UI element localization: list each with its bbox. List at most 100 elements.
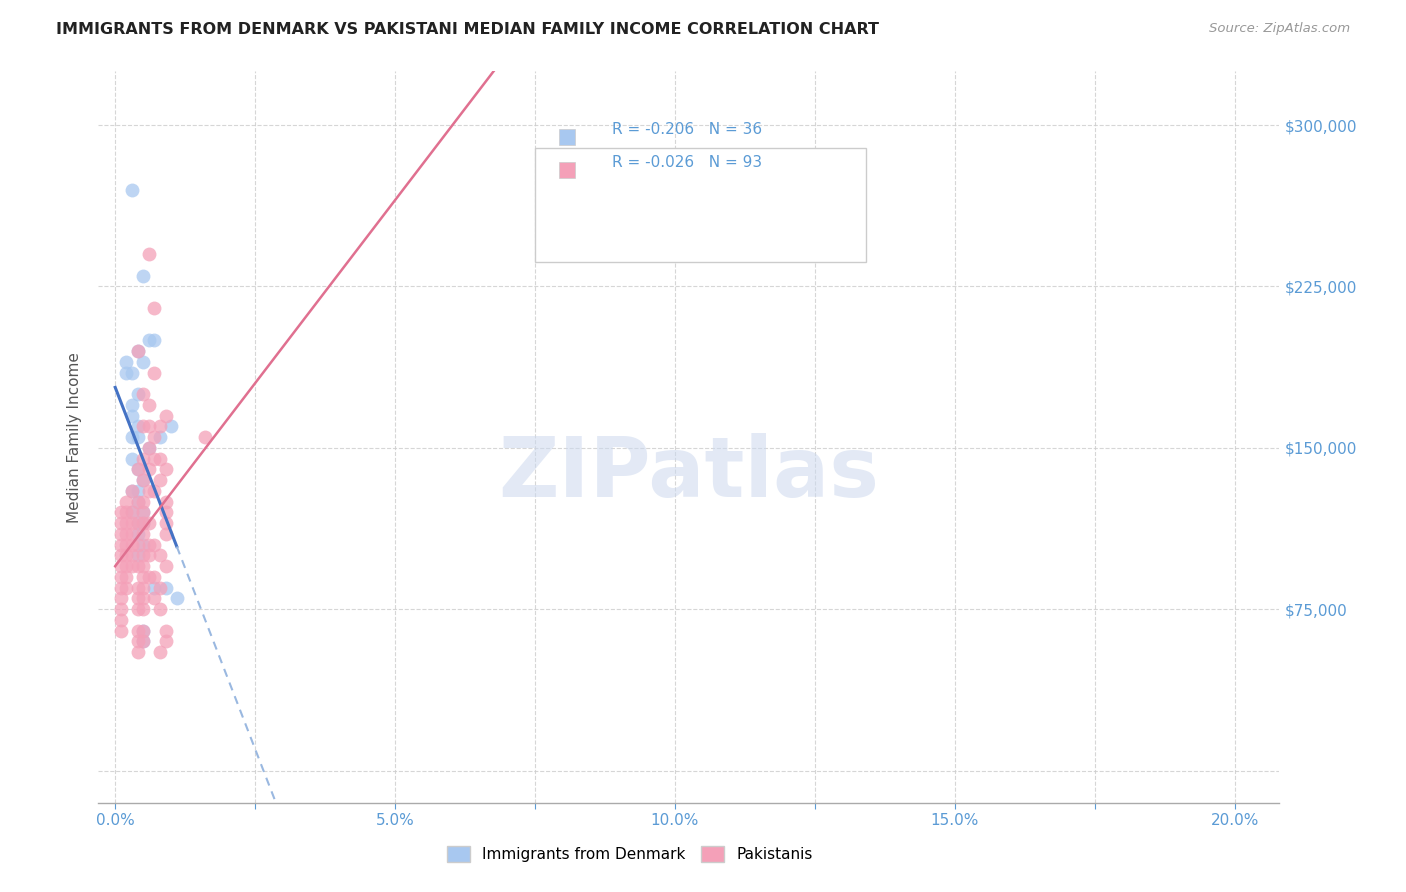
- Point: [132, 634, 155, 648]
- Point: [138, 462, 160, 476]
- Point: [110, 549, 132, 563]
- Point: [121, 549, 143, 563]
- Point: [110, 538, 132, 552]
- Point: [132, 591, 155, 606]
- Point: [143, 333, 166, 347]
- Text: R = -0.206   N = 36: R = -0.206 N = 36: [612, 122, 762, 137]
- Point: [127, 344, 149, 359]
- Point: [127, 494, 149, 508]
- Point: [132, 387, 155, 401]
- Point: [155, 516, 177, 530]
- Point: [127, 516, 149, 530]
- Point: [121, 483, 143, 498]
- Point: [149, 581, 172, 595]
- Point: [121, 409, 143, 423]
- Point: [138, 441, 160, 455]
- Point: [127, 559, 149, 574]
- Point: [121, 430, 143, 444]
- Point: [121, 538, 143, 552]
- Point: [143, 570, 166, 584]
- Point: [138, 441, 160, 455]
- Point: [155, 494, 177, 508]
- Point: [155, 624, 177, 638]
- Point: [121, 505, 143, 519]
- Point: [155, 505, 177, 519]
- Point: [127, 527, 149, 541]
- Text: R = -0.026   N = 93: R = -0.026 N = 93: [612, 155, 762, 170]
- Point: [127, 645, 149, 659]
- Point: [149, 451, 172, 466]
- Point: [132, 505, 155, 519]
- Point: [143, 430, 166, 444]
- Point: [121, 183, 143, 197]
- Point: [115, 355, 138, 369]
- Point: [138, 333, 160, 347]
- Point: [127, 549, 149, 563]
- Point: [143, 301, 166, 315]
- Point: [110, 570, 132, 584]
- Point: [155, 527, 177, 541]
- Point: [132, 549, 155, 563]
- Point: [138, 570, 160, 584]
- FancyBboxPatch shape: [536, 148, 866, 261]
- Point: [155, 581, 177, 595]
- Point: [127, 538, 149, 552]
- Point: [132, 355, 155, 369]
- Point: [149, 473, 172, 487]
- Point: [132, 602, 155, 616]
- Point: [115, 527, 138, 541]
- Point: [127, 430, 149, 444]
- Point: [115, 581, 138, 595]
- Point: [149, 549, 172, 563]
- Point: [138, 419, 160, 434]
- Point: [143, 483, 166, 498]
- Point: [115, 570, 138, 584]
- Point: [149, 602, 172, 616]
- Point: [138, 398, 160, 412]
- Point: [132, 516, 155, 530]
- Point: [115, 505, 138, 519]
- Point: [127, 387, 149, 401]
- Point: [149, 430, 172, 444]
- Text: Source: ZipAtlas.com: Source: ZipAtlas.com: [1209, 22, 1350, 36]
- Point: [121, 559, 143, 574]
- Legend: Immigrants from Denmark, Pakistanis: Immigrants from Denmark, Pakistanis: [441, 840, 818, 868]
- Point: [115, 559, 138, 574]
- Point: [155, 409, 177, 423]
- Point: [110, 624, 132, 638]
- Point: [121, 505, 143, 519]
- Point: [132, 570, 155, 584]
- Point: [121, 366, 143, 380]
- Point: [110, 581, 132, 595]
- Text: ZIPatlas: ZIPatlas: [499, 434, 879, 514]
- Point: [138, 549, 160, 563]
- Point: [132, 268, 155, 283]
- Y-axis label: Median Family Income: Median Family Income: [67, 351, 83, 523]
- Point: [115, 516, 138, 530]
- Point: [127, 624, 149, 638]
- Point: [194, 430, 217, 444]
- Point: [132, 624, 155, 638]
- Point: [143, 366, 166, 380]
- Point: [121, 527, 143, 541]
- Point: [110, 613, 132, 627]
- Point: [115, 494, 138, 508]
- Point: [121, 398, 143, 412]
- Point: [155, 462, 177, 476]
- Point: [149, 645, 172, 659]
- Point: [127, 483, 149, 498]
- Point: [132, 538, 155, 552]
- Point: [132, 634, 155, 648]
- Point: [132, 419, 155, 434]
- Point: [138, 538, 160, 552]
- Point: [143, 591, 166, 606]
- Text: IMMIGRANTS FROM DENMARK VS PAKISTANI MEDIAN FAMILY INCOME CORRELATION CHART: IMMIGRANTS FROM DENMARK VS PAKISTANI MED…: [56, 22, 879, 37]
- Point: [132, 581, 155, 595]
- Point: [138, 516, 160, 530]
- Point: [127, 462, 149, 476]
- Point: [127, 494, 149, 508]
- Point: [127, 634, 149, 648]
- Point: [115, 366, 138, 380]
- Point: [110, 505, 132, 519]
- Bar: [560, 162, 575, 178]
